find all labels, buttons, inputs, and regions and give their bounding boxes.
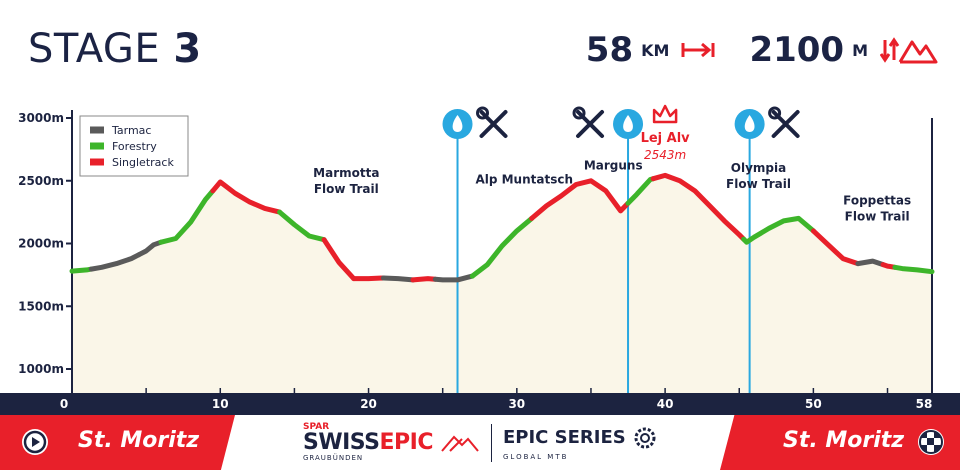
profile-segment-singletrack [529, 178, 631, 221]
x-tick-label: 58 [915, 397, 933, 411]
legend-label: Tarmac [111, 124, 151, 137]
trail-annotation: Flow Trail [726, 177, 791, 191]
profile-segment-singletrack [650, 172, 747, 242]
summit-elevation: 2543m [644, 148, 686, 162]
trail-annotation: Marmotta [313, 166, 379, 180]
swiss-label: SWISS [303, 430, 380, 455]
summit-name: Lej Alv [641, 131, 691, 146]
x-tick-label: 0 [59, 397, 69, 411]
trail-annotation: Marguns [584, 158, 643, 172]
logo-divider [491, 424, 492, 462]
global-mtb-label: GLOBAL MTB [503, 453, 569, 461]
screwdriver-icon [479, 110, 508, 138]
elevation-icon [880, 37, 938, 64]
water-drop-shape [744, 115, 755, 132]
profile-segment-tarmac [855, 258, 886, 268]
profile-area [72, 175, 932, 393]
stage-title: STAGE 3 [28, 26, 202, 72]
wrench-head-icon [476, 106, 490, 120]
distance-unit: KM [641, 40, 670, 60]
epic-series-label: EPIC SERIES [503, 427, 626, 448]
finish-town: St. Moritz [783, 428, 905, 453]
profile-segment-singletrack [410, 276, 438, 283]
distance-icon [681, 42, 715, 58]
trail-annotation: Flow Trail [845, 210, 910, 224]
x-tick-label: 10 [211, 397, 229, 411]
y-tick-label: 1000m [18, 362, 64, 376]
y-tick-label: 1500m [18, 299, 64, 313]
profile-segment-singletrack [351, 275, 386, 282]
water-drop-shape [623, 115, 633, 132]
stage-number: 3 [173, 26, 202, 72]
x-tick-label: 20 [360, 397, 377, 411]
x-axis-bar [0, 393, 960, 415]
screwdriver-icon [576, 110, 605, 138]
distance-value: 58 [585, 30, 634, 70]
elevation-unit: M [852, 40, 868, 60]
stage-word: STAGE [28, 26, 161, 72]
wrench-head-icon [768, 106, 782, 120]
legend-label: Forestry [112, 140, 157, 153]
legend-label: Singletrack [112, 156, 174, 169]
epic-label: EPIC [379, 430, 434, 455]
stage-stats: 58 KM 2100 M [586, 30, 938, 70]
profile-segment-singletrack [810, 228, 861, 267]
trail-annotation: Olympia [731, 161, 786, 175]
trail-annotation: Foppettas [843, 194, 911, 208]
y-tick-label: 2000m [18, 237, 64, 251]
x-tick-label: 40 [656, 397, 674, 411]
mountain-logo-icon [441, 435, 479, 452]
profile-segment-tarmac [136, 239, 164, 258]
profile-segment-singletrack [210, 179, 283, 215]
start-town: St. Moritz [78, 428, 200, 453]
y-tick-label: 2500m [18, 174, 64, 188]
start-icon [22, 429, 48, 455]
swiss-epic-logo: SPAR SWISSEPIC GRAUBÜNDEN [303, 418, 480, 466]
x-tick-label: 30 [508, 397, 526, 411]
profile-segment-forestry [158, 188, 216, 245]
profile-segment-forestry [277, 209, 327, 243]
profile-segment-tarmac [88, 252, 142, 272]
trail-annotation: Alp Muntatsch [475, 172, 573, 186]
profile-segment-forestry [741, 215, 816, 245]
profile-segment-forestry [69, 266, 94, 274]
y-tick-label: 3000m [18, 111, 64, 125]
graubunden-label: GRAUBÜNDEN [303, 454, 364, 462]
elevation-value: 2100 [749, 30, 845, 70]
wrench-head-icon [572, 106, 586, 120]
finish-flag-icon [918, 429, 944, 455]
trail-annotation: Flow Trail [314, 182, 379, 196]
profile-segment-forestry [892, 264, 935, 275]
water-drop-shape [452, 115, 463, 132]
epic-series-logo: EPIC SERIES GLOBAL MTB [503, 418, 660, 466]
screwdriver-icon [771, 110, 800, 138]
summit-crown-icon [652, 104, 678, 124]
profile-segment-tarmac [380, 275, 416, 283]
profile-segment-forestry [469, 215, 535, 279]
profile-segment-singletrack [321, 237, 357, 282]
gear-icon [634, 427, 656, 449]
x-tick-label: 50 [805, 397, 822, 411]
profile-segment-tarmac [432, 273, 475, 283]
spar-label: SPAR [303, 422, 330, 432]
